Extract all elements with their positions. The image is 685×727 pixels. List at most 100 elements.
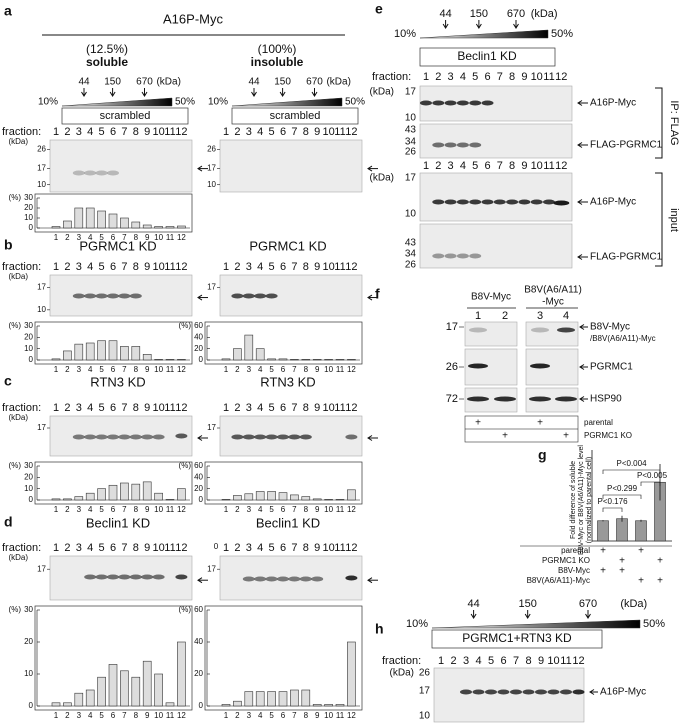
x-tick-label: 11 xyxy=(166,505,175,514)
bar xyxy=(278,691,288,707)
size-marker: 150 xyxy=(104,77,121,88)
fraction-number: 6 xyxy=(110,126,116,138)
x-tick-label: 4 xyxy=(88,711,93,720)
y-tick-label: 20 xyxy=(24,472,33,481)
x-tick-label: 7 xyxy=(122,365,127,374)
kda-marker: 17 xyxy=(207,564,216,573)
band xyxy=(254,576,267,582)
arrow-head xyxy=(442,23,449,29)
condition: scrambled xyxy=(100,110,151,122)
gradient-wedge xyxy=(231,97,343,107)
band xyxy=(175,433,188,439)
band xyxy=(469,253,482,259)
arrow-head xyxy=(579,364,585,370)
band xyxy=(444,199,457,205)
fraction-number: 5 xyxy=(99,126,105,138)
band xyxy=(107,434,119,440)
size-unit: (kDa) xyxy=(620,598,647,610)
gradient-low: 10% xyxy=(406,618,428,630)
arrow-head xyxy=(577,254,583,260)
fraction-number: 11 xyxy=(334,261,345,273)
fraction-number: 3 xyxy=(246,402,252,414)
p-value: P<0.176 xyxy=(597,497,628,506)
fraction-number: 1 xyxy=(53,261,59,273)
x-tick-label: 9 xyxy=(145,365,150,374)
band xyxy=(141,434,154,440)
fraction-number: 4 xyxy=(257,126,263,138)
fraction-number: 11 xyxy=(164,542,175,554)
x-tick-label: 6 xyxy=(111,365,116,374)
x-tick-label: 4 xyxy=(258,711,263,720)
fraction-number: 3 xyxy=(76,261,82,273)
band xyxy=(265,434,278,440)
band xyxy=(481,100,494,106)
arrow-head xyxy=(197,165,203,172)
chart-frame xyxy=(204,461,363,505)
chart-frame xyxy=(204,605,363,711)
kda-marker: 26 xyxy=(405,260,417,271)
x-tick-label: 3 xyxy=(77,505,82,514)
bar xyxy=(85,342,95,361)
fraction-number: 11 xyxy=(164,261,175,273)
bar xyxy=(74,692,84,707)
y-tick-label: 20 xyxy=(194,344,203,353)
size-marker: 150 xyxy=(470,8,488,20)
x-tick-label: 7 xyxy=(122,233,127,242)
band-label: A16P-Myc xyxy=(600,687,646,698)
band xyxy=(118,574,131,580)
fraction-number: 1 xyxy=(423,160,429,172)
kda-marker: 26 xyxy=(446,361,458,373)
kda-marker: 17 xyxy=(37,164,46,173)
x-tick-label: 1 xyxy=(54,233,59,242)
band xyxy=(345,434,358,440)
condition-box xyxy=(231,107,359,125)
arrow-head xyxy=(579,324,585,330)
x-tick-label: 11 xyxy=(166,365,175,374)
band xyxy=(254,434,267,440)
x-tick-label: 9 xyxy=(145,505,150,514)
gradient-high: 50% xyxy=(551,28,573,40)
fraction-number: 6 xyxy=(110,261,116,273)
fraction-label: fraction: xyxy=(2,402,41,414)
x-tick-label: 5 xyxy=(269,365,274,374)
arrow-head xyxy=(251,91,257,97)
fraction-number: 6 xyxy=(500,655,506,667)
band xyxy=(299,434,312,440)
bar xyxy=(51,702,61,707)
bar xyxy=(290,494,299,501)
fraction-number: 1 xyxy=(53,402,59,414)
chart-frame xyxy=(34,605,193,711)
fraction-number: 2 xyxy=(64,126,70,138)
x-tick-label: 8 xyxy=(304,711,309,720)
band xyxy=(277,434,289,440)
x-tick-label: 12 xyxy=(177,505,186,514)
kda-unit: (kDa) xyxy=(390,668,414,679)
y-tick-label: 0 xyxy=(199,495,204,504)
bar xyxy=(301,496,311,501)
blot xyxy=(219,139,363,193)
bar xyxy=(233,700,242,707)
fraction-number: 2 xyxy=(234,261,240,273)
kda-marker: 10 xyxy=(37,180,46,189)
bar xyxy=(301,689,311,707)
band xyxy=(469,327,487,333)
x-tick-label: 5 xyxy=(269,505,274,514)
bar xyxy=(85,492,95,501)
fraction-number: 11 xyxy=(560,655,571,667)
condition: scrambled xyxy=(270,110,321,122)
x-tick-label: 2 xyxy=(65,711,70,720)
fraction-number: 5 xyxy=(472,160,478,172)
bar xyxy=(63,350,72,361)
x-tick-label: 8 xyxy=(134,505,139,514)
bar xyxy=(278,358,288,361)
fraction-number: 8 xyxy=(303,261,309,273)
x-tick-label: 8 xyxy=(134,711,139,720)
bar xyxy=(154,359,163,361)
band xyxy=(535,689,547,695)
y-tick-label: 20 xyxy=(194,669,203,678)
bar xyxy=(63,220,72,229)
band xyxy=(472,689,485,695)
band xyxy=(277,576,289,582)
bar xyxy=(63,702,72,707)
bar xyxy=(335,704,345,707)
